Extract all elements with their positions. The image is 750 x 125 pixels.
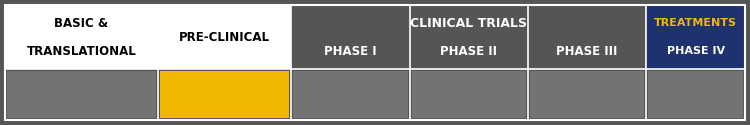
Bar — [291, 5, 646, 69]
Text: TREATMENTS: TREATMENTS — [654, 18, 737, 28]
Text: PHASE I: PHASE I — [324, 45, 376, 58]
Text: PHASE III: PHASE III — [556, 45, 618, 58]
Bar — [293, 71, 407, 118]
Bar — [291, 5, 410, 69]
Text: TRANSLATIONAL: TRANSLATIONAL — [26, 45, 136, 58]
Bar — [7, 71, 156, 118]
Bar — [410, 5, 528, 69]
Bar — [648, 71, 743, 118]
Bar — [5, 5, 158, 69]
Text: PHASE II: PHASE II — [440, 45, 497, 58]
Text: PRE-CLINICAL: PRE-CLINICAL — [179, 31, 270, 44]
Bar — [412, 71, 526, 118]
Bar — [646, 5, 745, 69]
Bar — [160, 71, 290, 118]
Bar — [530, 71, 644, 118]
Bar — [528, 5, 646, 69]
Text: PHASE IV: PHASE IV — [667, 46, 724, 56]
Text: BASIC &: BASIC & — [55, 16, 109, 30]
Text: CLINICAL TRIALS: CLINICAL TRIALS — [410, 16, 527, 30]
Bar — [158, 5, 291, 69]
